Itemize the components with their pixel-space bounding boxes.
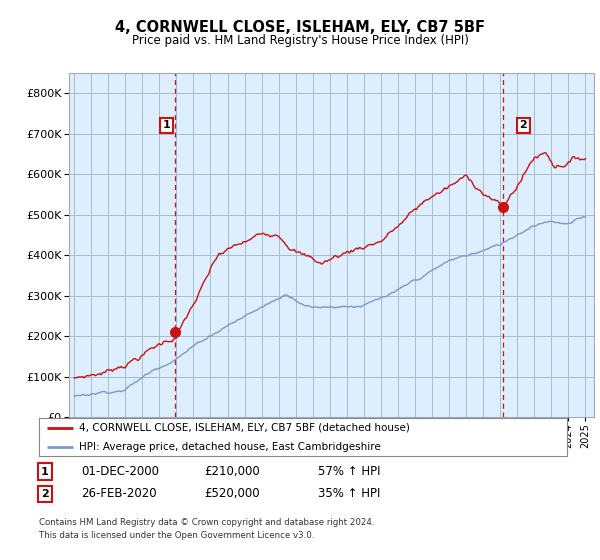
Text: 1: 1 xyxy=(163,120,170,130)
Text: 2: 2 xyxy=(520,120,527,130)
Text: 4, CORNWELL CLOSE, ISLEHAM, ELY, CB7 5BF (detached house): 4, CORNWELL CLOSE, ISLEHAM, ELY, CB7 5BF… xyxy=(79,423,409,433)
Text: 57% ↑ HPI: 57% ↑ HPI xyxy=(318,465,380,478)
Text: HPI: Average price, detached house, East Cambridgeshire: HPI: Average price, detached house, East… xyxy=(79,442,380,452)
Text: 1: 1 xyxy=(41,466,49,477)
Text: 35% ↑ HPI: 35% ↑ HPI xyxy=(318,487,380,501)
Text: Contains HM Land Registry data © Crown copyright and database right 2024.
This d: Contains HM Land Registry data © Crown c… xyxy=(39,518,374,539)
Text: £520,000: £520,000 xyxy=(204,487,260,501)
Text: 2: 2 xyxy=(41,489,49,499)
Text: 01-DEC-2000: 01-DEC-2000 xyxy=(81,465,159,478)
Text: 4, CORNWELL CLOSE, ISLEHAM, ELY, CB7 5BF: 4, CORNWELL CLOSE, ISLEHAM, ELY, CB7 5BF xyxy=(115,20,485,35)
Text: Price paid vs. HM Land Registry's House Price Index (HPI): Price paid vs. HM Land Registry's House … xyxy=(131,34,469,46)
Text: 26-FEB-2020: 26-FEB-2020 xyxy=(81,487,157,501)
Text: £210,000: £210,000 xyxy=(204,465,260,478)
